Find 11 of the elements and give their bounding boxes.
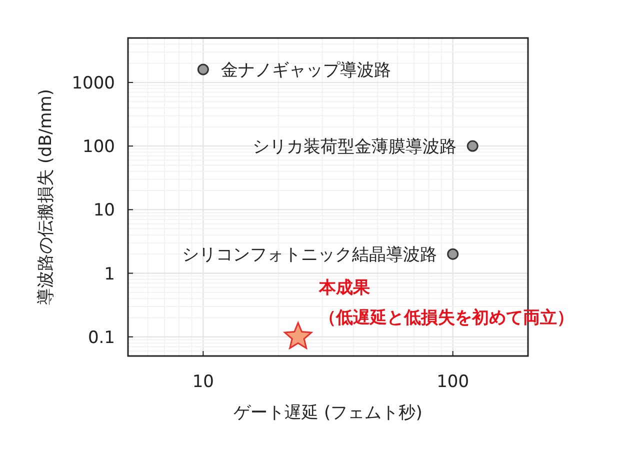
y-tick-label: 10 bbox=[93, 200, 115, 221]
y-tick-label: 1 bbox=[104, 264, 115, 284]
annotation: シリコンフォトニック結晶導波路 bbox=[182, 245, 437, 266]
y-tick-label: 1000 bbox=[72, 73, 115, 94]
y-tick-label: 0.1 bbox=[88, 328, 115, 348]
y-tick-label: 100 bbox=[82, 137, 115, 158]
x-axis-title: ゲート遅延 (フェムト秒) bbox=[234, 403, 422, 423]
annotation: 本成果 bbox=[318, 278, 372, 298]
annotation: シリカ装荷型金薄膜導波路 bbox=[252, 137, 457, 158]
y-axis-title: 導波路の伝搬損失 (dB/mm) bbox=[36, 89, 56, 305]
annotation: 金ナノギャップ導波路 bbox=[221, 60, 392, 80]
